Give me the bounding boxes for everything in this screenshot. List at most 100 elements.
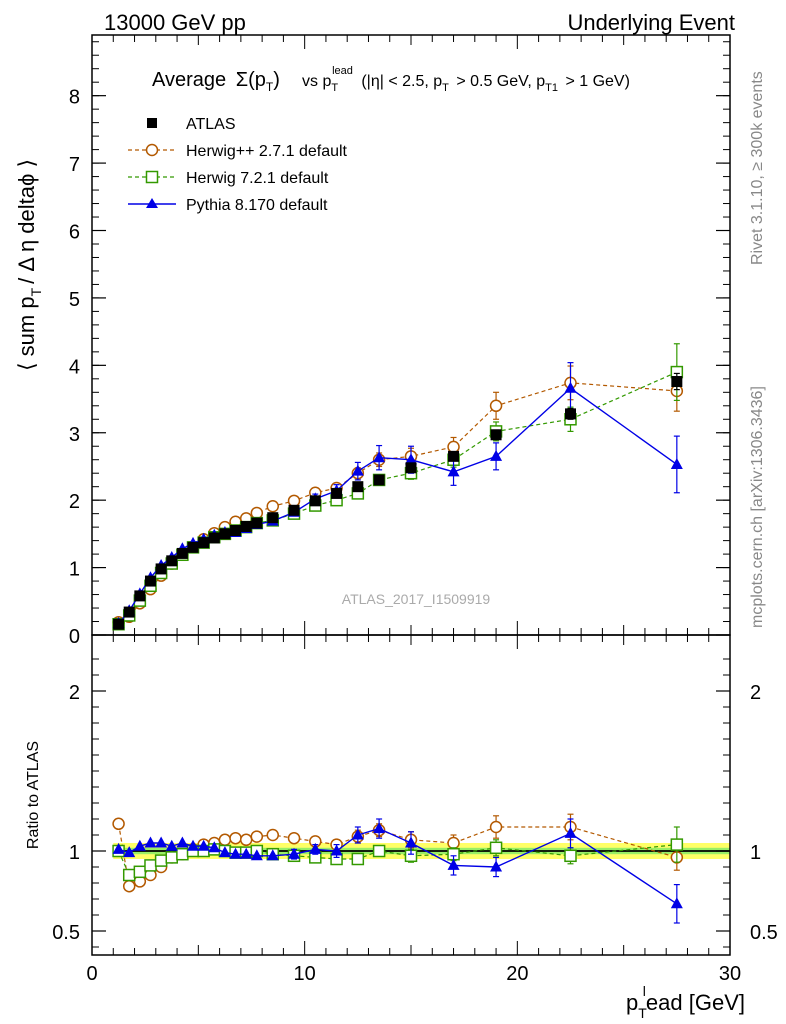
point-pythia-point	[309, 842, 322, 854]
x-axis-label: pTlead [GeV]	[626, 983, 745, 1021]
legend-marker-pythia	[146, 198, 158, 208]
point-pythia-point	[405, 836, 417, 848]
point-herwig7-point	[154, 854, 168, 867]
title-vs: vs p	[302, 73, 331, 90]
rivet-label: Rivet 3.1.10, ≥ 300k events	[749, 71, 766, 265]
point-atlas-point	[198, 537, 210, 549]
ratio-ytick-label: 1	[69, 842, 80, 864]
point-pythia-point	[208, 841, 221, 853]
point-pythia-point	[330, 844, 343, 856]
point-pythia-point	[405, 453, 417, 465]
point-atlas-point	[166, 555, 178, 567]
point-pythia-point	[266, 849, 279, 861]
ratio-ytick-label-right: 1	[750, 842, 761, 864]
title-vs-sup: lead	[332, 65, 353, 77]
point-pythia-point	[197, 839, 210, 851]
ratio-frame	[91, 634, 731, 956]
main-series	[112, 343, 684, 631]
point-herwig7-point	[122, 868, 136, 882]
point-atlas-point	[331, 487, 343, 499]
point-atlas-point	[352, 481, 364, 493]
main-ylabel-sub: T	[28, 287, 44, 296]
point-herwigpp-point	[287, 494, 301, 508]
ratio-xtick-label: 20	[506, 963, 528, 985]
main-ytick-label: 6	[69, 222, 80, 244]
point-atlas-point	[490, 429, 502, 441]
ratio-ylabel: Ratio to ATLAS	[25, 741, 42, 849]
point-atlas-point	[208, 532, 220, 544]
main-ytick-label: 2	[69, 491, 80, 513]
point-atlas-point	[405, 462, 417, 474]
point-atlas-point	[155, 563, 167, 575]
point-herwigpp-point	[239, 833, 253, 847]
point-herwig7-point	[564, 849, 577, 863]
point-herwig7-point	[176, 847, 189, 861]
title-vs-sub: T	[331, 82, 338, 94]
point-herwigpp-point	[250, 506, 264, 520]
main-ytick-label: 7	[69, 154, 80, 176]
main-ylabel-post: / Δ η deltaϕ ⟩	[14, 159, 39, 284]
main-ytick-label: 5	[69, 289, 80, 311]
series-pythia	[112, 362, 683, 629]
legend: ATLAS Herwig++ 2.7.1 default Herwig 7.2.…	[128, 116, 348, 214]
point-atlas-point	[134, 590, 146, 602]
legend-entry-atlas: ATLAS	[147, 116, 236, 133]
point-pythia-point	[670, 457, 683, 469]
point-pythia-point	[123, 846, 136, 858]
ratio-xtick-label: 30	[719, 963, 741, 985]
point-pythia-point	[373, 451, 386, 463]
point-herwigpp-point	[287, 831, 301, 845]
point-pythia-point	[670, 897, 683, 909]
series-herwig7	[112, 343, 684, 631]
xlabel-sup: l	[643, 983, 646, 999]
title-cuts2-sub: T1	[545, 82, 558, 94]
point-atlas-point	[448, 450, 460, 462]
point-atlas-point	[219, 528, 231, 540]
point-atlas-point	[373, 474, 385, 486]
main-title: Average Σ(pT) vs pTlead (|η| < 2.5, pT >…	[152, 65, 630, 94]
xlabel-pre: p	[626, 990, 638, 1015]
ratio-xtick-label: 10	[294, 963, 316, 985]
point-herwig7-point	[670, 838, 684, 851]
point-pythia-point	[187, 839, 200, 851]
point-herwigpp-point	[218, 833, 232, 847]
point-atlas-point	[176, 547, 188, 559]
legend-marker-atlas	[147, 118, 157, 128]
point-pythia-point	[165, 839, 178, 851]
header-left: 13000 GeV pp	[104, 10, 246, 35]
series-line-pythia	[118, 387, 678, 624]
point-pythia-point	[564, 381, 577, 393]
legend-entry-pythia: Pythia 8.170 default	[128, 197, 328, 214]
point-pythia-point	[288, 847, 301, 859]
point-atlas-point	[309, 495, 321, 507]
point-pythia-point	[490, 449, 503, 461]
point-herwigpp-point	[250, 830, 264, 843]
point-herwigpp-point	[229, 831, 242, 845]
xlabel-post: ead [GeV]	[646, 990, 745, 1015]
point-pythia-point	[176, 836, 189, 848]
point-pythia-point	[447, 465, 460, 477]
point-atlas-point	[144, 575, 156, 587]
point-herwigpp-point	[266, 828, 280, 842]
title-average: Average	[152, 69, 226, 91]
ratio-ytick-label: 2	[69, 682, 80, 704]
main-ytick-label: 8	[69, 87, 80, 109]
point-pythia-point	[133, 839, 146, 851]
main-ytick-label: 3	[69, 424, 80, 446]
main-ytick-label: 0	[69, 626, 80, 648]
title-cuts2: > 0.5 GeV, p	[456, 73, 545, 90]
title-cuts1-sub: T	[442, 82, 449, 94]
point-pythia-point	[155, 836, 168, 848]
legend-entry-herwig7: Herwig 7.2.1 default	[128, 170, 329, 187]
title-sigma-sub: T	[266, 80, 274, 94]
title-sigma: Σ(p	[236, 69, 266, 91]
legend-label-atlas: ATLAS	[186, 116, 236, 133]
ratio-series	[112, 813, 684, 924]
ratio-ytick-label-right: 0.5	[750, 922, 778, 944]
point-pythia-point	[112, 842, 125, 854]
legend-label-pythia: Pythia 8.170 default	[186, 197, 328, 214]
series-line-herwigpp	[118, 382, 677, 623]
point-pythia-point	[351, 464, 364, 476]
